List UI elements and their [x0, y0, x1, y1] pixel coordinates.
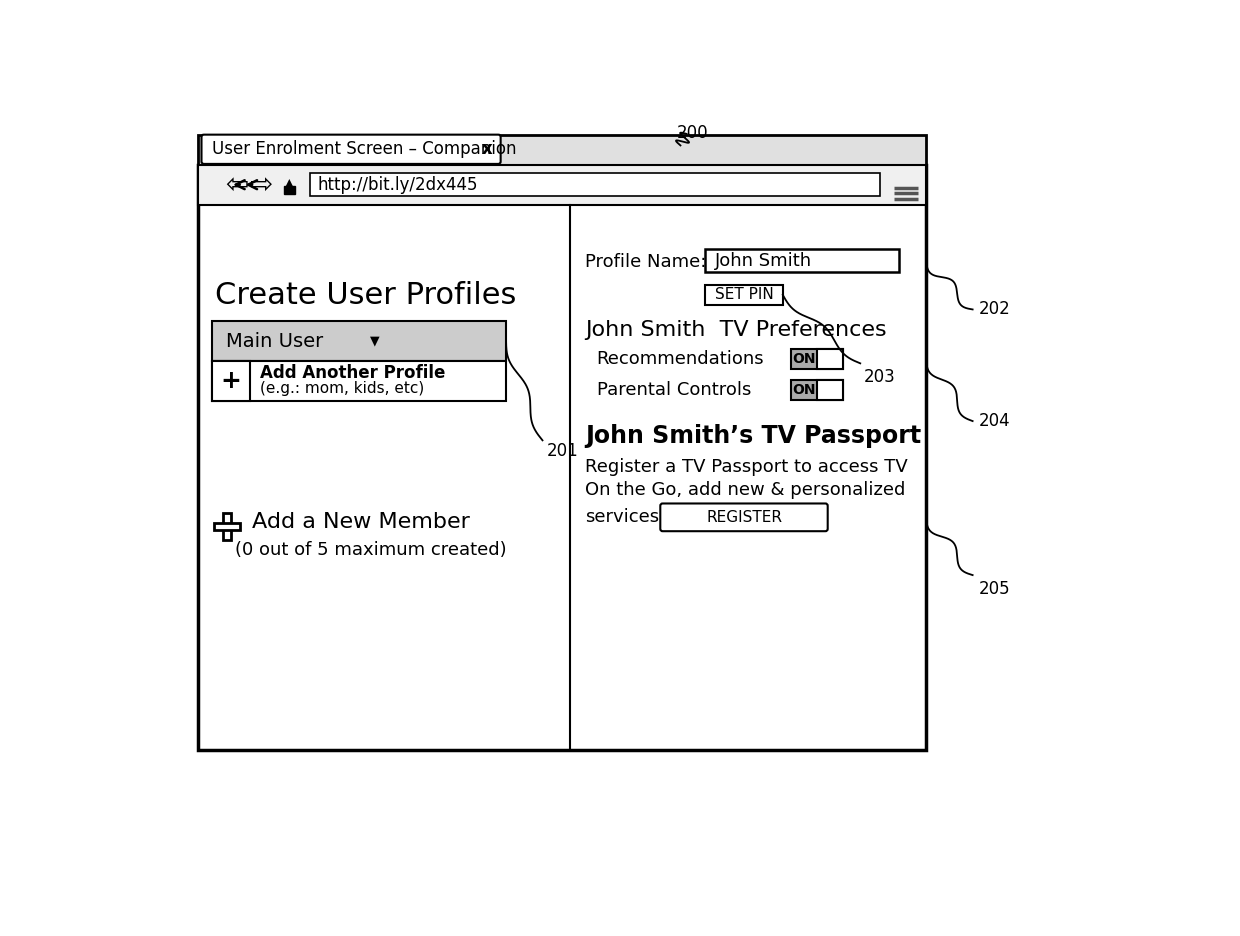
Text: 203: 203 — [864, 368, 895, 387]
Text: User Enrolment Screen – Companion: User Enrolment Screen – Companion — [212, 140, 516, 158]
Text: x: x — [481, 140, 492, 158]
FancyBboxPatch shape — [706, 249, 899, 272]
Text: ⇨: ⇨ — [249, 170, 273, 198]
Text: +: + — [221, 369, 242, 393]
FancyBboxPatch shape — [215, 522, 241, 531]
FancyBboxPatch shape — [310, 173, 879, 197]
Text: (e.g.: mom, kids, etc): (e.g.: mom, kids, etc) — [259, 381, 424, 396]
Text: Parental Controls: Parental Controls — [596, 381, 751, 399]
Text: SET PIN: SET PIN — [714, 287, 774, 302]
Text: On the Go, add new & personalized: On the Go, add new & personalized — [585, 480, 905, 499]
FancyBboxPatch shape — [212, 361, 250, 401]
Text: Recommendations: Recommendations — [596, 350, 764, 368]
Text: ▼: ▼ — [370, 334, 379, 347]
FancyBboxPatch shape — [212, 361, 506, 401]
FancyBboxPatch shape — [197, 136, 926, 165]
Text: 202: 202 — [978, 300, 1011, 318]
Text: ▲: ▲ — [284, 176, 294, 190]
Text: (0 out of 5 maximum created): (0 out of 5 maximum created) — [234, 541, 506, 559]
Text: 205: 205 — [978, 580, 1011, 598]
Text: Main User: Main User — [226, 331, 322, 350]
Text: John Smith  TV Preferences: John Smith TV Preferences — [585, 320, 887, 340]
Text: http://bit.ly/2dx445: http://bit.ly/2dx445 — [317, 176, 479, 194]
FancyBboxPatch shape — [817, 379, 843, 400]
FancyBboxPatch shape — [284, 186, 295, 194]
Text: John Smith’s TV Passport: John Smith’s TV Passport — [585, 425, 921, 448]
Text: Profile Name:: Profile Name: — [585, 253, 707, 271]
FancyBboxPatch shape — [817, 349, 843, 369]
Text: ⇦: ⇦ — [224, 170, 248, 198]
Text: Register a TV Passport to access TV: Register a TV Passport to access TV — [585, 458, 908, 475]
FancyBboxPatch shape — [223, 514, 231, 540]
Text: John Smith: John Smith — [714, 252, 812, 270]
FancyBboxPatch shape — [201, 135, 501, 164]
Text: services: services — [585, 507, 660, 526]
Text: ON: ON — [792, 352, 816, 366]
FancyBboxPatch shape — [791, 379, 843, 400]
Text: 201: 201 — [547, 442, 578, 461]
Text: 200: 200 — [677, 124, 708, 141]
Text: ON: ON — [792, 383, 816, 397]
Text: Add Another Profile: Add Another Profile — [259, 364, 445, 382]
Text: 204: 204 — [978, 412, 1011, 430]
FancyBboxPatch shape — [197, 165, 926, 205]
Text: Add a New Member: Add a New Member — [252, 512, 470, 532]
Text: REGISTER: REGISTER — [706, 510, 782, 525]
FancyBboxPatch shape — [791, 349, 843, 369]
Text: Create User Profiles: Create User Profiles — [216, 281, 517, 310]
FancyBboxPatch shape — [197, 165, 926, 750]
FancyBboxPatch shape — [212, 321, 506, 361]
FancyBboxPatch shape — [706, 285, 782, 305]
FancyBboxPatch shape — [660, 504, 828, 532]
